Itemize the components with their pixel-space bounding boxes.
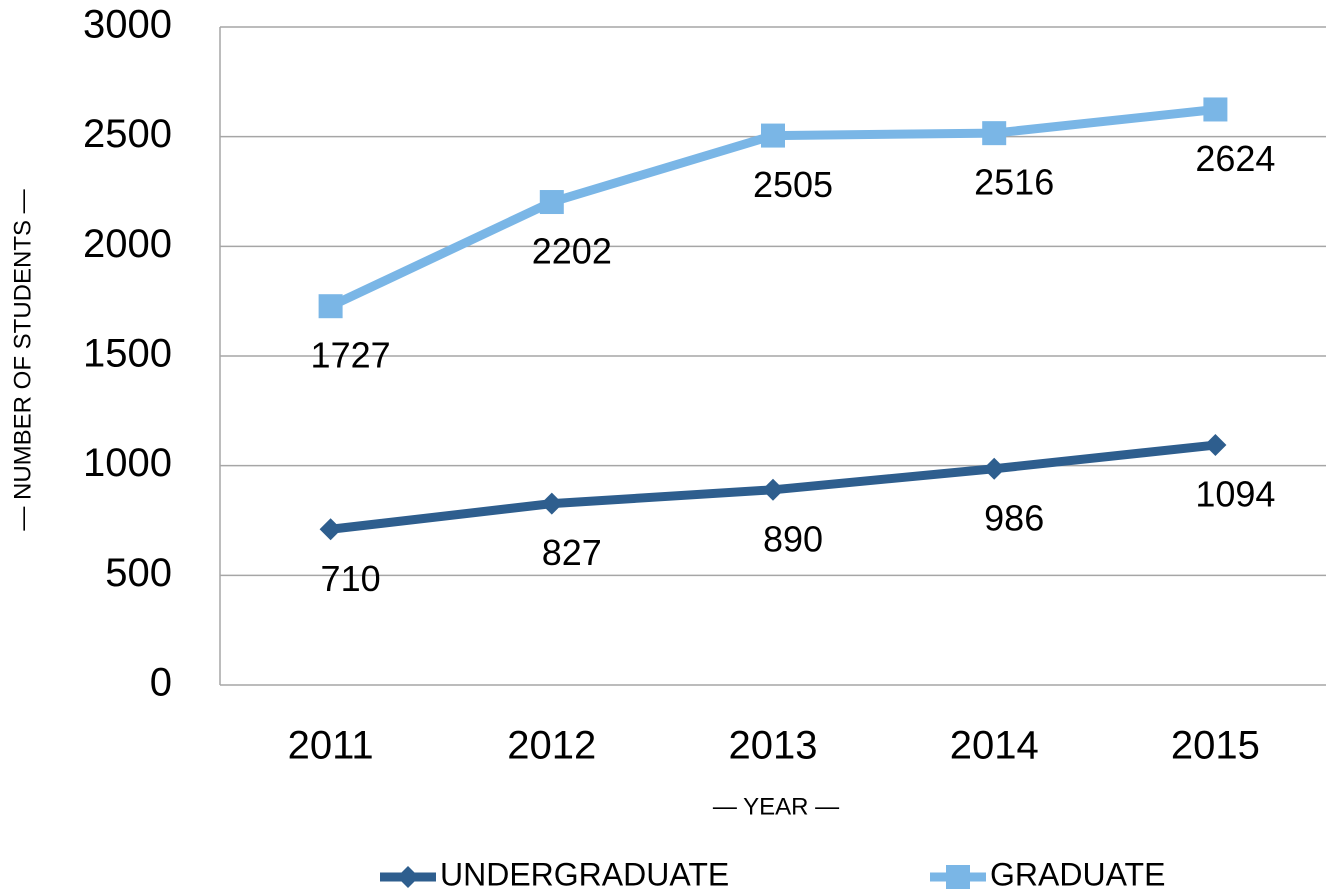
x-axis-title: — YEAR —: [713, 793, 839, 820]
y-tick-label: 1500: [83, 332, 172, 376]
y-tick-label: 500: [105, 551, 172, 595]
data-label: 1727: [311, 335, 391, 376]
marker: [1203, 97, 1228, 122]
y-axis-title: — NUMBER OF STUDENTS —: [9, 189, 36, 530]
x-tick-label: 2012: [507, 724, 596, 768]
data-label: 710: [321, 558, 381, 599]
x-tick-label: 2014: [950, 724, 1039, 768]
data-label: 827: [542, 532, 602, 573]
data-label: 2624: [1195, 138, 1275, 179]
y-tick-label: 2500: [83, 112, 172, 156]
marker: [318, 294, 343, 319]
marker: [761, 123, 785, 148]
x-tick-label: 2015: [1171, 724, 1260, 768]
marker: [319, 518, 342, 541]
data-label: 2202: [532, 231, 612, 272]
data-label: 2505: [753, 164, 833, 205]
marker: [982, 121, 1007, 146]
legend-label: GRADUATE: [990, 856, 1165, 892]
marker: [762, 478, 784, 501]
x-tick-label: 2013: [729, 724, 818, 768]
data-label: 1094: [1195, 474, 1275, 515]
marker: [540, 492, 563, 515]
x-tick-label: 2011: [288, 724, 374, 768]
y-tick-label: 0: [150, 661, 172, 705]
y-tick-label: 3000: [83, 3, 172, 47]
data-label: 986: [984, 497, 1044, 538]
data-label: 2516: [974, 162, 1054, 203]
y-tick-label: 2000: [83, 222, 172, 266]
marker: [946, 865, 970, 889]
marker: [983, 457, 1006, 480]
marker: [397, 866, 419, 888]
marker: [1204, 434, 1227, 457]
y-tick-label: 1000: [83, 441, 172, 485]
data-label: 890: [763, 518, 823, 559]
legend-label: UNDERGRADUATE: [440, 856, 729, 892]
marker: [539, 190, 564, 215]
